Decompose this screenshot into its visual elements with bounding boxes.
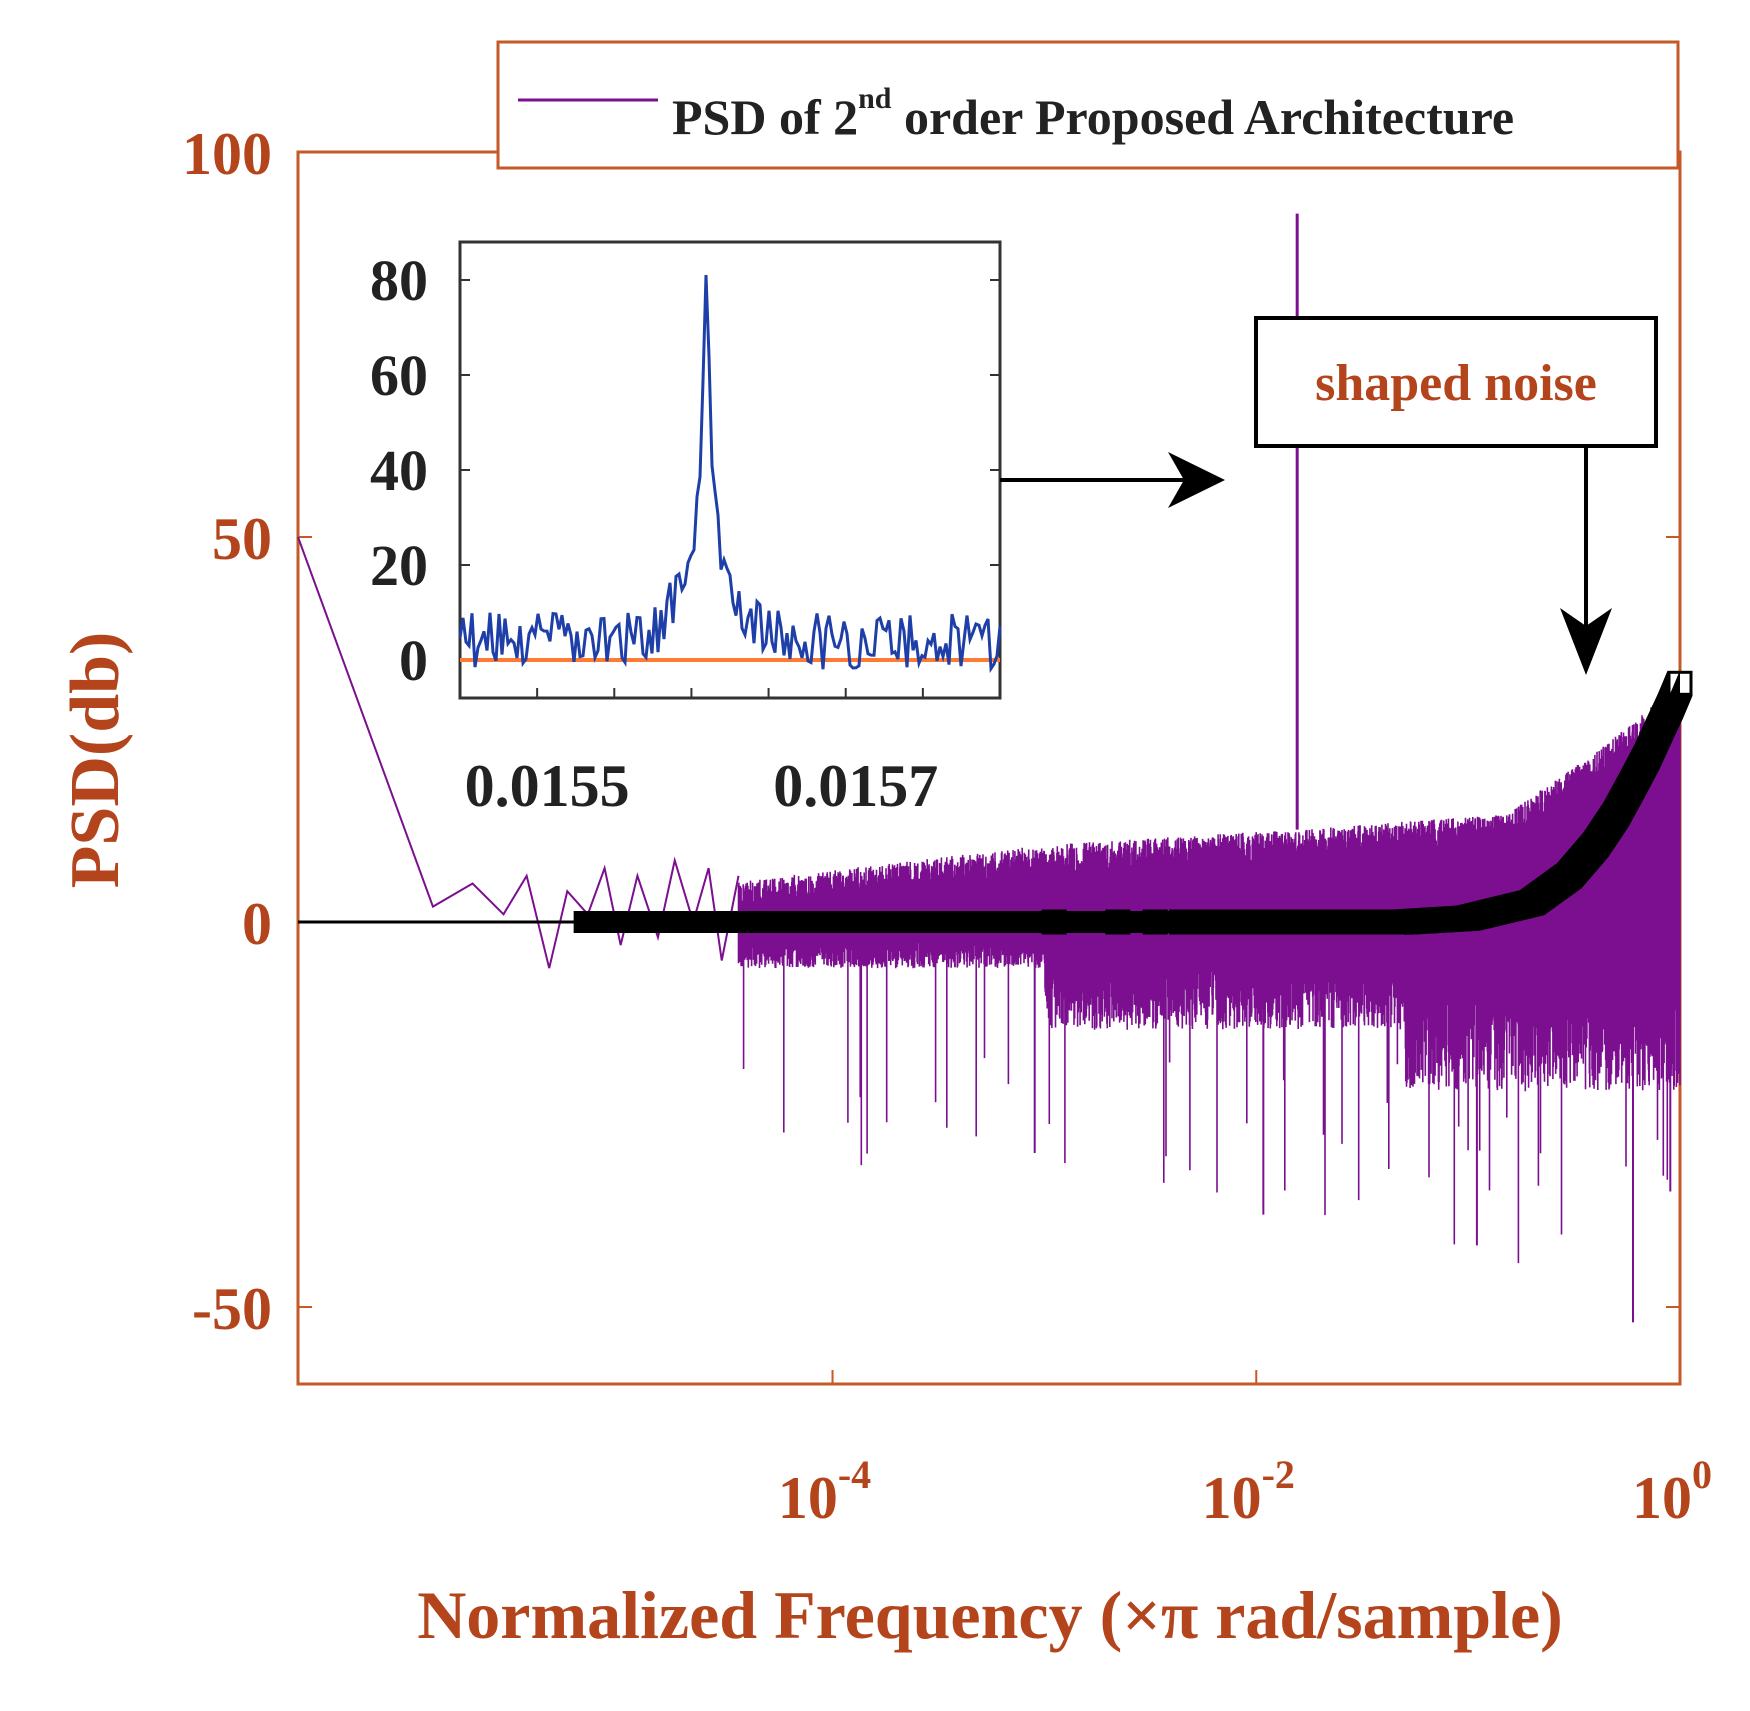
model-marker-band-rise — [1404, 670, 1680, 935]
inset-pointer-arrow — [1000, 452, 1225, 508]
x-tick-labels: 10-4 10-2 100 — [778, 1452, 1712, 1531]
x-tick-label-base: 10 — [1202, 1465, 1262, 1531]
inset-psd-trace — [458, 274, 1002, 674]
y-axis-label: PSD(db) — [57, 632, 134, 889]
annotation-box — [1254, 316, 1658, 448]
annotation-arrow-head — [1560, 608, 1612, 675]
legend-box — [496, 40, 1680, 170]
x-tick-label: 10-2 — [1202, 1452, 1295, 1531]
x-tick-label: 10-4 — [778, 1452, 871, 1531]
annotation-text: shaped noise — [1315, 355, 1597, 412]
y-tick-label: 50 — [212, 506, 272, 572]
x-tick-label-exp: -4 — [838, 1452, 871, 1497]
shaped-noise-annotation: shaped noise — [1254, 316, 1658, 675]
model-marker-band — [573, 911, 1405, 933]
y-tick-label: 0 — [242, 891, 272, 957]
x-tick-label-base: 10 — [1632, 1465, 1692, 1531]
x-tick-label-exp: 0 — [1692, 1452, 1712, 1497]
inset-x-tick-labels: 0.0155 0.0157 — [465, 753, 939, 819]
y-tick-labels: 100 50 0 -50 — [182, 121, 272, 1342]
x-tick-label-base: 10 — [778, 1465, 838, 1531]
legend: PSD of 2nd order Proposed Architecture — [496, 40, 1680, 170]
inset-y-tick-label: 80 — [370, 248, 428, 313]
inset: 80 60 40 20 0 0.0155 0.0157 — [370, 240, 1002, 819]
inset-y-tick-labels: 80 60 40 20 0 — [370, 248, 428, 693]
model-series — [298, 670, 1693, 935]
inset-y-tick-label: 60 — [370, 343, 428, 408]
y-tick-label: -50 — [192, 1276, 272, 1342]
inset-x-tick-label: 0.0155 — [465, 753, 630, 819]
x-tick-label-exp: -2 — [1262, 1452, 1295, 1497]
inset-y-tick-label: 0 — [399, 628, 428, 693]
inset-y-tick-label: 20 — [370, 533, 428, 598]
psd-trace-low — [297, 536, 740, 969]
legend-label-prefix: PSD of 2 — [672, 89, 858, 145]
legend-label-suffix: order Proposed Architecture — [891, 89, 1514, 145]
y-tick-label: 100 — [182, 121, 272, 187]
inset-x-tick-label: 0.0157 — [773, 753, 938, 819]
x-tick-label: 100 — [1632, 1452, 1712, 1531]
x-axis-label: Normalized Frequency (×π rad/sample) — [417, 1577, 1563, 1653]
inset-y-tick-label: 40 — [370, 438, 428, 503]
legend-label-superscript: nd — [858, 82, 892, 115]
legend-label: PSD of 2nd order Proposed Architecture — [672, 82, 1514, 145]
